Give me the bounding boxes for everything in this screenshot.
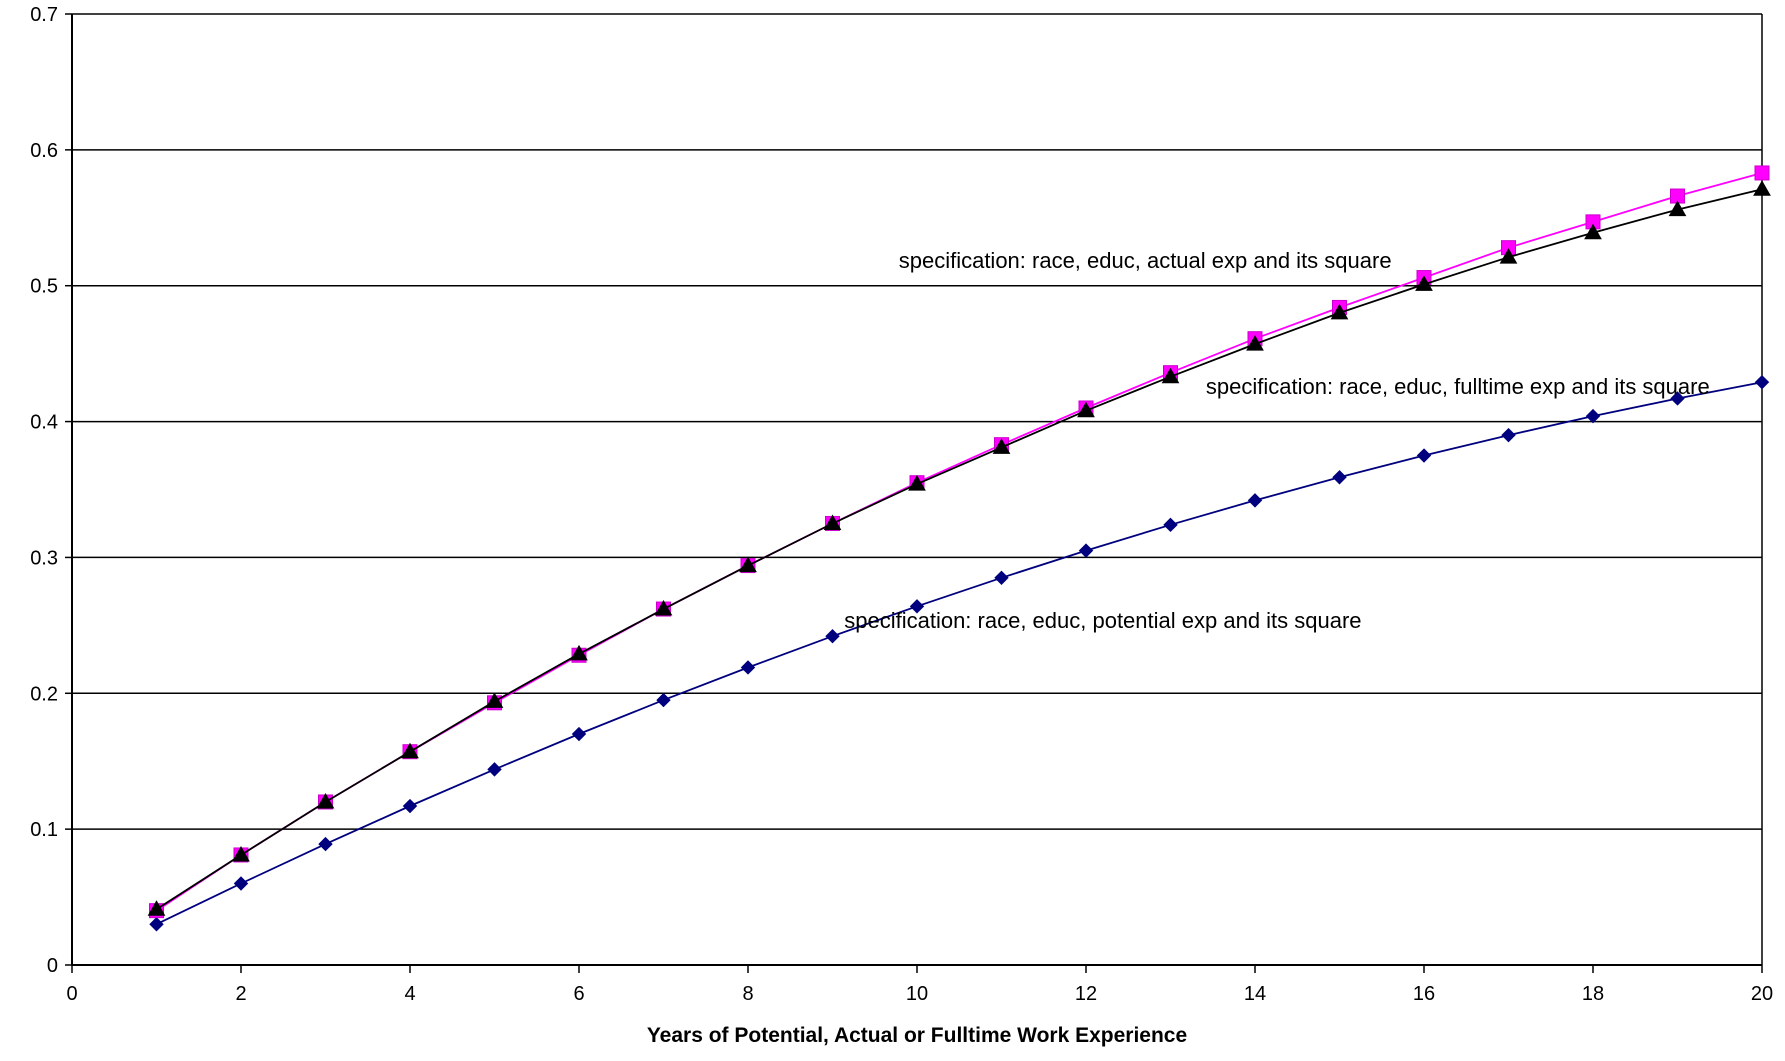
- x-tick-label-1: 2: [235, 983, 246, 1005]
- series-0-point-2: [318, 836, 333, 852]
- series-0-line: [156, 381, 1763, 926]
- series-0-point-17: [1585, 408, 1601, 424]
- annotation-0: specification: race, educ, actual exp an…: [899, 248, 1392, 273]
- series-2-point-5: [570, 644, 588, 661]
- gridlines: [72, 13, 1762, 830]
- labels: 0 0.1 0.2 0.3 0.4 0.5 0.6 0.7 0 2 4 6 8 10 12 14 16 18 20 s…: [30, 4, 1773, 1005]
- axes: [65, 13, 1763, 973]
- series-layer: [147, 165, 1771, 932]
- x-tick-label-3: 6: [573, 983, 584, 1005]
- series-2-point-13: [1246, 335, 1264, 351]
- series-0-point-12: [1163, 517, 1178, 533]
- x-tick-label-10: 20: [1751, 983, 1773, 1005]
- series-0-point-10: [994, 570, 1009, 586]
- series-2-point-0: [147, 900, 166, 916]
- series-0-point-16: [1501, 427, 1516, 443]
- series-2-point-15: [1415, 275, 1433, 291]
- series-0-point-7: [740, 660, 756, 675]
- series-0-point-5: [571, 726, 587, 742]
- series-2-point-2: [316, 792, 335, 809]
- series-2-point-11: [1077, 401, 1095, 418]
- series-2-point-3: [401, 742, 419, 759]
- series-0-point-19: [1754, 374, 1770, 390]
- y-tick-label-0: 0: [47, 955, 58, 977]
- x-tick-label-4: 8: [742, 983, 753, 1005]
- y-tick-label-5: 0.5: [30, 276, 58, 298]
- series-2-point-18: [1668, 200, 1687, 217]
- x-tick-label-2: 4: [404, 983, 415, 1005]
- x-tick-label-8: 16: [1413, 983, 1435, 1005]
- y-tick-label-4: 0.4: [30, 412, 58, 434]
- series-2-point-1: [232, 845, 250, 862]
- annotation-2: specification: race, educ, potential exp…: [844, 608, 1361, 633]
- y-tick-label-2: 0.2: [30, 683, 58, 705]
- series-0-point-9: [909, 599, 925, 614]
- series-0-point-14: [1332, 470, 1347, 485]
- x-tick-label-9: 18: [1582, 983, 1604, 1005]
- series-2-point-17: [1584, 223, 1602, 240]
- annotation-1: specification: race, educ, fulltime exp …: [1206, 374, 1710, 399]
- series-0-point-1: [233, 876, 249, 891]
- y-tick-label-3: 0.3: [30, 547, 58, 569]
- y-tick-label-6: 0.6: [30, 140, 58, 162]
- series-2-point-6: [654, 600, 673, 616]
- x-tick-label-6: 12: [1075, 983, 1097, 1005]
- series-2-point-10: [992, 438, 1011, 454]
- x-axis-title: Years of Potential, Actual or Fulltime W…: [647, 1024, 1187, 1047]
- series-2-point-7: [739, 556, 757, 573]
- series-0-point-0: [149, 917, 164, 932]
- series-0-point-6: [656, 692, 671, 708]
- series-2-point-9: [908, 475, 926, 491]
- y-tick-label-7: 0.7: [30, 4, 58, 26]
- series-2-line: [156, 188, 1763, 911]
- series-2-point-16: [1499, 248, 1518, 264]
- series-0-point-15: [1416, 448, 1432, 463]
- series-2-point-14: [1330, 303, 1349, 320]
- x-tick-label-5: 10: [906, 983, 928, 1005]
- series-2-point-4: [485, 692, 504, 708]
- x-tick-label-7: 14: [1244, 983, 1266, 1005]
- series-0-point-8: [825, 629, 840, 644]
- series-0-point-3: [402, 798, 418, 814]
- x-tick-label-0: 0: [66, 983, 77, 1005]
- series-2-point-19: [1753, 180, 1771, 196]
- series-1-point-19: [1754, 165, 1770, 181]
- y-tick-label-1: 0.1: [30, 819, 58, 841]
- series-2-point-12: [1161, 367, 1180, 384]
- series-0-point-13: [1247, 493, 1263, 508]
- series-0-point-4: [487, 762, 502, 777]
- series-2-point-8: [823, 514, 842, 530]
- series-1-line: [156, 172, 1763, 912]
- series-0-point-18: [1670, 391, 1685, 406]
- series-0-point-11: [1078, 543, 1094, 558]
